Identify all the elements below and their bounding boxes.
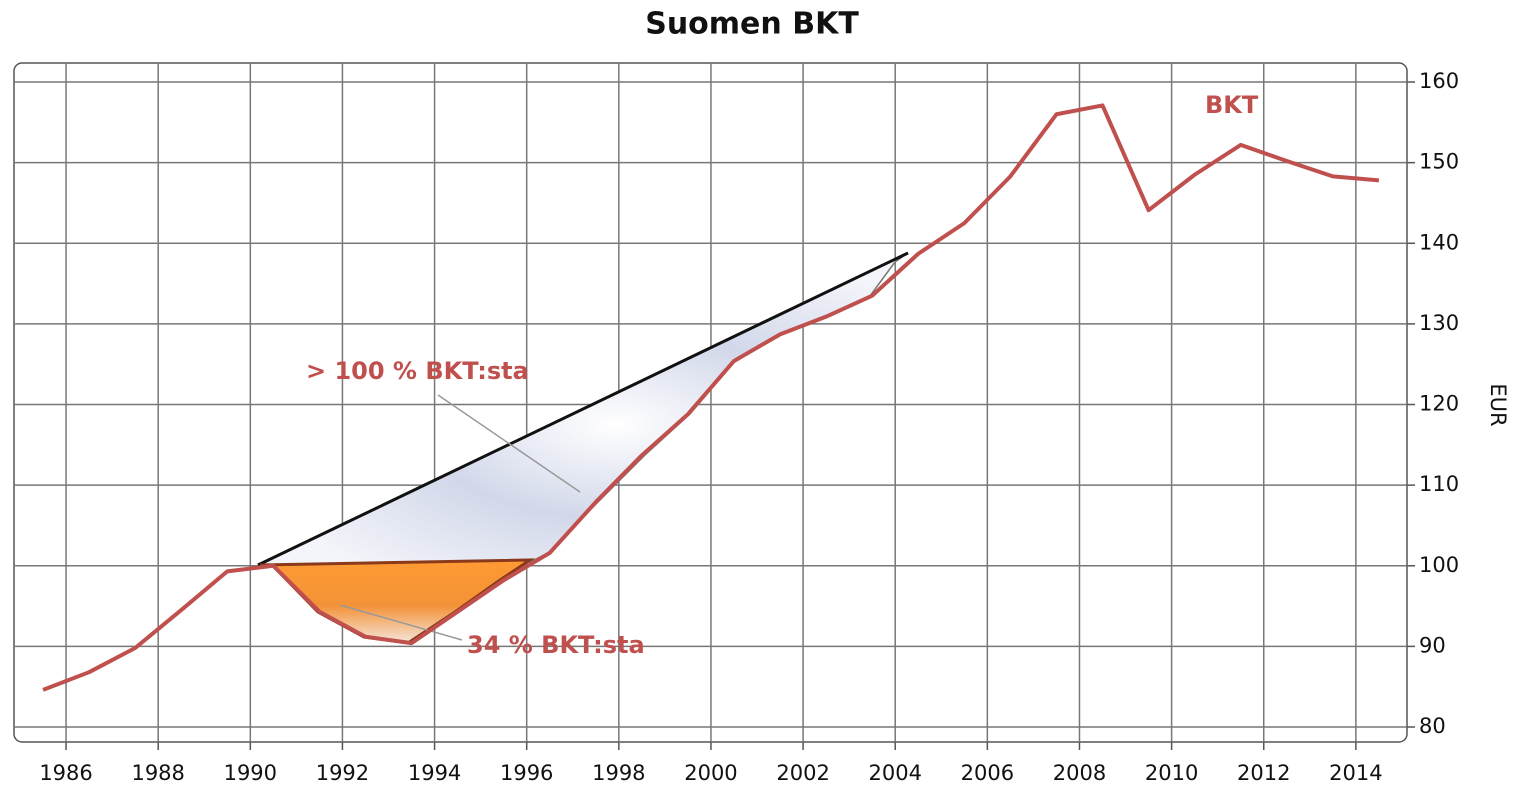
chart: Suomen BKT 1986 1988 1990 1992 1994 1996 1998 2… bbox=[0, 0, 1525, 785]
x-tick-label: 1994 bbox=[408, 761, 461, 785]
chart-title: Suomen BKT bbox=[645, 7, 859, 42]
y-axis-label: EUR bbox=[1486, 383, 1510, 426]
x-tick-label: 1992 bbox=[316, 761, 369, 785]
y-tick-label: 120 bbox=[1419, 392, 1459, 416]
y-tick-label: 150 bbox=[1419, 150, 1459, 174]
x-tick-label: 2000 bbox=[684, 761, 737, 785]
x-tick-label: 2010 bbox=[1145, 761, 1198, 785]
x-tick-label: 2012 bbox=[1237, 761, 1290, 785]
x-tick-label: 2006 bbox=[961, 761, 1014, 785]
y-tick-label: 100 bbox=[1419, 553, 1459, 577]
x-tick-label: 2008 bbox=[1053, 761, 1106, 785]
x-tick-label: 2004 bbox=[868, 761, 921, 785]
y-tick-label: 160 bbox=[1419, 69, 1459, 93]
y-tick-label: 90 bbox=[1419, 633, 1446, 657]
x-tick-label: 1990 bbox=[224, 761, 277, 785]
x-tick-label: 1986 bbox=[39, 761, 92, 785]
x-tick-label: 2014 bbox=[1329, 761, 1382, 785]
series-label: BKT bbox=[1205, 91, 1259, 119]
y-tick-label: 80 bbox=[1419, 714, 1446, 738]
annotation: 34 % BKT:sta bbox=[467, 631, 645, 659]
y-tick-label: 110 bbox=[1419, 472, 1459, 496]
y-tick-label: 140 bbox=[1419, 230, 1459, 254]
x-tick-label: 1996 bbox=[500, 761, 553, 785]
y-tick-label: 130 bbox=[1419, 311, 1459, 335]
x-tick-label: 1998 bbox=[592, 761, 645, 785]
annotation: > 100 % BKT:sta bbox=[306, 357, 529, 385]
x-tick-label: 1988 bbox=[131, 761, 184, 785]
x-tick-label: 2002 bbox=[776, 761, 829, 785]
